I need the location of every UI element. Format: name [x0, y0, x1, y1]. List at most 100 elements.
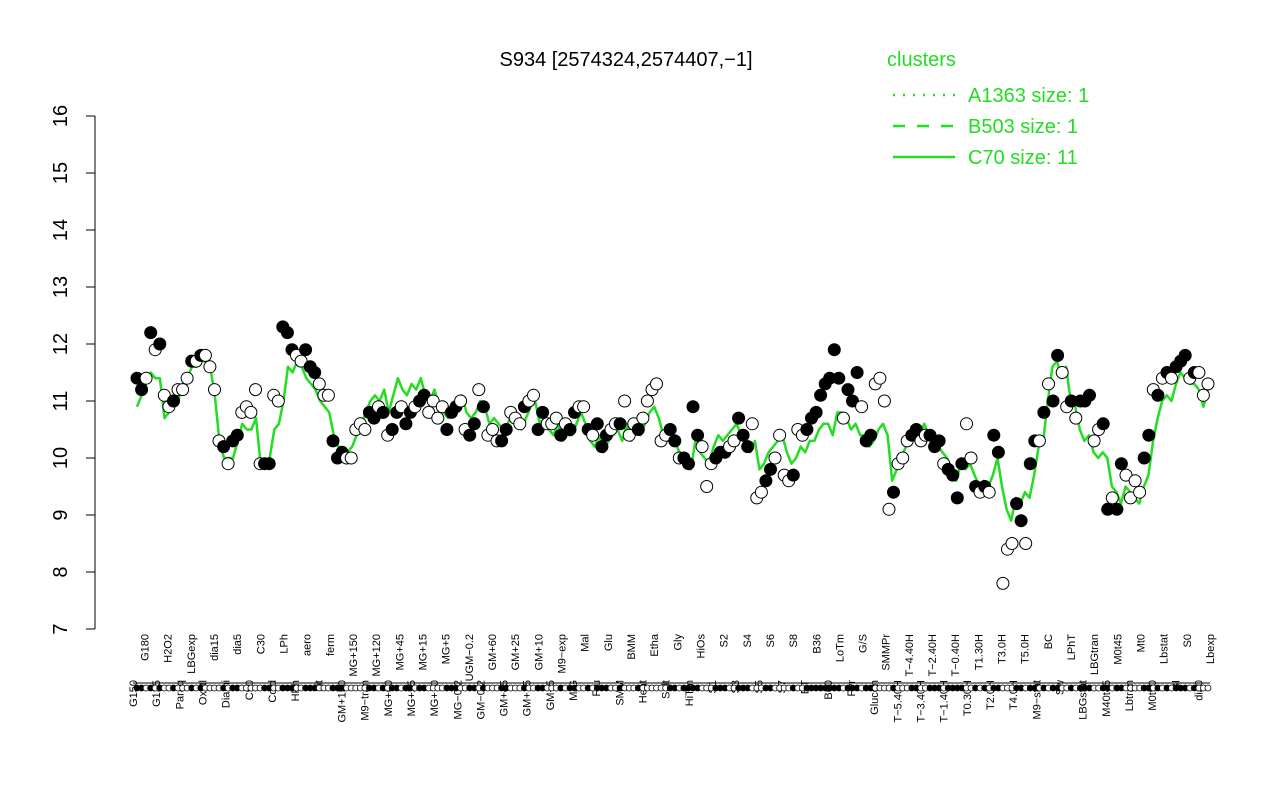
data-point — [586, 428, 600, 442]
data-point — [768, 451, 782, 465]
x-tick-label: C30 — [255, 634, 267, 654]
y-tick-label: 7 — [50, 623, 72, 634]
y-tick-label: 12 — [50, 333, 72, 355]
data-point — [873, 371, 887, 385]
data-point — [399, 417, 413, 431]
x-tick-label: Etha — [649, 633, 661, 657]
data-point — [1032, 434, 1046, 448]
x-tick-label: T5.0H — [1020, 634, 1032, 664]
data-point — [1014, 514, 1028, 528]
data-point — [1133, 485, 1147, 499]
y-axis: 7 8 9 10 11 12 13 14 15 16 — [50, 105, 96, 635]
data-point — [814, 388, 828, 402]
data-point — [262, 457, 276, 471]
data-point — [590, 417, 604, 431]
y-tick-label: 13 — [50, 276, 72, 298]
x-tick-label: M0t45 — [1112, 634, 1124, 665]
data-point — [1178, 348, 1192, 362]
data-point — [809, 405, 823, 419]
y-tick-label: 9 — [50, 509, 72, 520]
data-point — [1055, 366, 1069, 379]
data-point — [1019, 537, 1033, 550]
data-point — [745, 417, 759, 431]
x-tick-label: LBGtran — [1089, 634, 1101, 675]
data-point — [440, 423, 454, 436]
x-tick-label: T1.30H — [973, 634, 985, 670]
data-point — [836, 411, 850, 425]
data-point — [932, 434, 946, 448]
data-point — [613, 417, 627, 431]
x-tick-label: M0t90 — [1147, 680, 1159, 711]
data-point — [668, 434, 682, 448]
x-tick-label: Heat — [638, 680, 650, 703]
data-point — [1196, 388, 1210, 402]
y-tick-label: 16 — [50, 105, 72, 127]
data-point — [431, 411, 445, 425]
data-point — [144, 326, 158, 340]
data-point — [476, 400, 490, 414]
data-point — [663, 423, 677, 436]
data-point — [736, 428, 750, 442]
data-point — [773, 428, 787, 442]
data-point — [308, 366, 322, 379]
data-point — [960, 417, 973, 431]
data-point — [946, 468, 960, 482]
x-tick-label: MG+120 — [371, 634, 383, 677]
data-point — [950, 491, 964, 505]
x-tick-label: HiTm — [684, 680, 696, 706]
x-tick-label: T2.0H — [985, 680, 997, 710]
data-point — [1128, 474, 1142, 488]
data-point — [513, 417, 527, 431]
data-point — [631, 423, 645, 436]
data-point — [221, 457, 235, 471]
data-point — [167, 394, 180, 408]
data-point — [987, 428, 1001, 442]
x-tick-label: UGM−0.2 — [464, 634, 476, 681]
x-tick-label: SMMPr — [881, 634, 893, 671]
legend-label-c70: C70 size: 11 — [968, 147, 1078, 169]
data-point — [855, 400, 869, 414]
data-point — [1096, 417, 1110, 431]
data-point — [536, 405, 550, 419]
x-tick-label: Lbexp — [1205, 634, 1217, 664]
x-tick-label: Glu — [603, 634, 615, 651]
data-point — [1105, 491, 1119, 505]
data-point — [198, 348, 212, 362]
data-point — [686, 400, 700, 414]
x-tick-label: S8 — [788, 634, 800, 647]
x-tick-label: T−0.40H — [950, 634, 962, 677]
y-tick-label: 14 — [50, 219, 72, 241]
data-points-layer — [130, 320, 1215, 590]
x-tick-label: GM+5 — [545, 680, 557, 710]
data-point — [321, 388, 335, 402]
chart-title: S934 [2574324,2574407,−1] — [499, 49, 752, 71]
y-tick-label: 10 — [50, 447, 72, 469]
data-point — [887, 485, 900, 499]
data-point — [554, 428, 568, 442]
x-tick-label: B36 — [811, 634, 823, 654]
data-point — [841, 383, 855, 397]
data-point — [800, 423, 814, 436]
data-point — [312, 377, 326, 391]
x-tick-label: Mal — [580, 634, 592, 652]
x-tick-label: S0 — [1182, 634, 1194, 647]
data-point — [280, 326, 294, 340]
data-point — [495, 434, 509, 448]
y-tick-label: 8 — [50, 566, 72, 577]
data-point — [1192, 366, 1206, 379]
x-tick-label: H2O2 — [163, 634, 175, 663]
data-point — [486, 423, 499, 436]
x-tick-label: G/S — [858, 634, 870, 653]
data-point — [244, 405, 258, 419]
data-point — [358, 423, 372, 436]
x-tick-label: G135 — [151, 680, 163, 707]
data-point — [682, 457, 695, 471]
data-point — [563, 423, 577, 436]
data-point — [376, 405, 390, 419]
data-point — [1201, 377, 1215, 391]
data-point — [850, 366, 864, 379]
x-tick-label: SMM — [614, 680, 626, 706]
x-tick-label: LPh — [279, 634, 291, 654]
x-tick-label: Diami — [221, 680, 233, 708]
